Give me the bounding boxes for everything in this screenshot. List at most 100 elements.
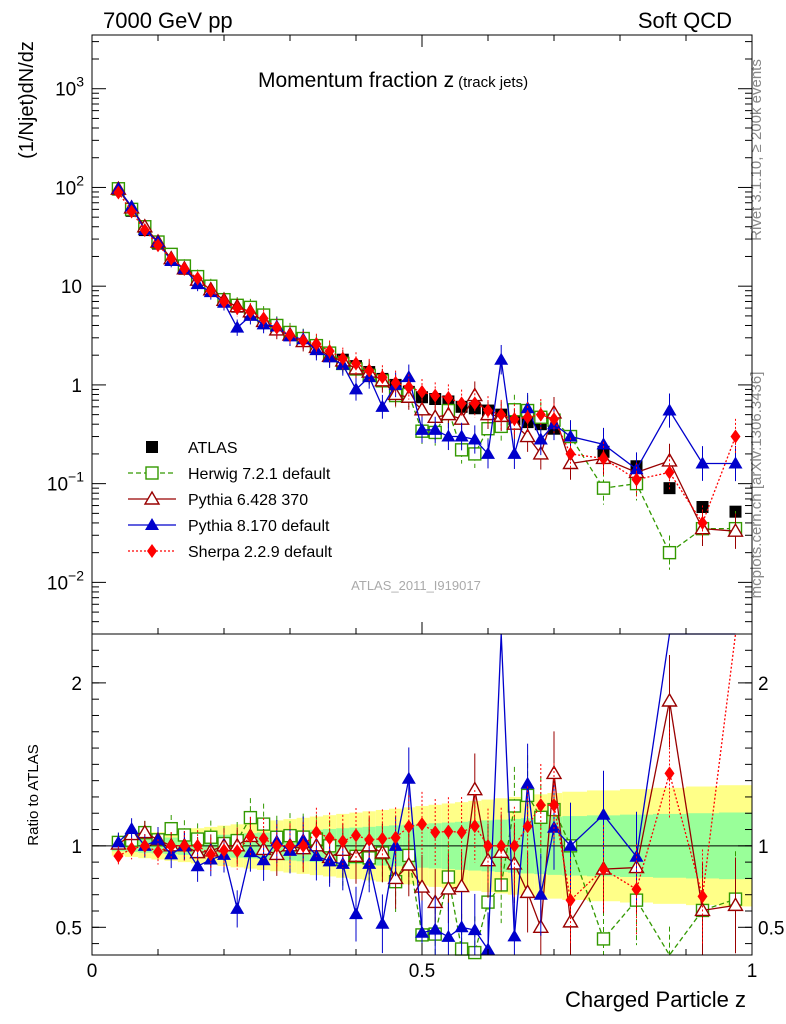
- data-point: [631, 472, 642, 487]
- data-point: [126, 204, 137, 219]
- mcplots-label: mcplots.cern.ch [arXiv:1306.3436]: [748, 372, 765, 599]
- chart-title-sub: (track jets): [458, 74, 528, 91]
- ratio-point: [401, 771, 416, 784]
- ratio-point: [417, 817, 427, 832]
- ratio-point: [522, 819, 533, 834]
- ratio-point: [113, 849, 124, 864]
- ratio-point: [322, 854, 337, 867]
- ratio-point: [192, 838, 203, 853]
- series-herwig-7-2-1-default: [111, 182, 743, 570]
- data-point: [662, 403, 677, 416]
- rivet-label: Rivet 3.1.10, ≥ 200k events: [748, 59, 765, 241]
- ratio-point: [562, 913, 579, 928]
- ratio-point: [337, 834, 348, 849]
- data-point: [311, 336, 322, 351]
- data-point: [364, 363, 375, 378]
- data-point: [565, 446, 576, 461]
- ratio-point: [403, 819, 414, 834]
- data-point: [390, 375, 401, 390]
- watermark-label: ATLAS_2011_I919017: [351, 578, 481, 593]
- y-tick-label: 10−2: [47, 567, 84, 594]
- ratio-point: [456, 825, 467, 840]
- data-point: [230, 320, 245, 333]
- ratio-point: [232, 844, 243, 859]
- ratio-point: [440, 880, 457, 895]
- x-tick-label: 1: [747, 961, 758, 982]
- ratio-point: [362, 856, 377, 869]
- ratio-point: [466, 781, 484, 796]
- ratio-point: [243, 845, 258, 858]
- data-point: [469, 396, 480, 411]
- ratio-tick-label-left: 1: [71, 837, 82, 858]
- data-point: [549, 412, 559, 427]
- ratio-point: [387, 870, 404, 885]
- data-point: [153, 238, 163, 253]
- legend-marker: [147, 544, 157, 558]
- ratio-point: [481, 895, 495, 909]
- ratio-point: [309, 849, 324, 862]
- data-point: [664, 465, 675, 480]
- main-plot-series: [110, 180, 744, 570]
- data-point: [415, 422, 429, 435]
- x-tick-label: 0.5: [409, 961, 435, 982]
- ratio-point: [124, 821, 139, 834]
- ratio-point: [631, 882, 642, 897]
- ratio-series-sherpa-2-2-9-default: [113, 633, 737, 944]
- data-point: [494, 352, 509, 365]
- ratio-point: [509, 838, 520, 853]
- data-point: [662, 545, 677, 560]
- legend-label: Pythia 6.428 370: [188, 492, 308, 509]
- legend-entry: Pythia 6.428 370: [128, 490, 308, 509]
- data-point: [728, 456, 743, 469]
- ratio-tick-label-left: 0.5: [56, 918, 82, 939]
- data-point: [533, 432, 548, 445]
- data-point: [483, 403, 493, 418]
- chart-legend: ATLAS Herwig 7.2.1 default Pythia 6.428 37…: [128, 440, 333, 561]
- data-point: [596, 481, 611, 495]
- chart-title: Momentum fraction z (track jets): [258, 69, 528, 92]
- ratio-point: [483, 838, 493, 853]
- data-point: [519, 428, 536, 443]
- y-tick-label: 10−1: [47, 469, 84, 496]
- data-point: [467, 432, 482, 445]
- y-axis-label: (1/Njet)dN/dz: [16, 41, 38, 159]
- legend-entry: ATLAS: [146, 440, 238, 457]
- data-point: [428, 422, 443, 435]
- ratio-point: [443, 824, 454, 839]
- ratio-point: [598, 862, 609, 877]
- data-point: [245, 304, 256, 319]
- ratio-point: [258, 831, 269, 846]
- data-point: [509, 412, 520, 427]
- ratio-point: [271, 838, 282, 853]
- ratio-point: [481, 942, 495, 955]
- data-point: [563, 429, 578, 442]
- data-point: [375, 399, 390, 412]
- ratio-point: [245, 829, 256, 844]
- data-point: [598, 451, 609, 466]
- x-tick-label: 0: [87, 961, 98, 982]
- ratio-point: [469, 819, 480, 834]
- ratio-point: [430, 825, 441, 840]
- ratio-axis-label: Ratio to ATLAS: [25, 744, 42, 845]
- data-point: [417, 384, 427, 399]
- legend-entry: Herwig 7.2.1 default: [128, 466, 331, 483]
- ratio-point: [596, 932, 611, 946]
- data-point: [496, 407, 507, 422]
- series-line: [117, 188, 736, 471]
- legend-marker: [145, 466, 159, 480]
- data-point: [179, 261, 190, 276]
- ratio-tick-label-right: 2: [758, 674, 769, 695]
- ratio-point: [285, 838, 295, 853]
- ratio-point: [565, 893, 576, 908]
- ratio-point: [298, 838, 309, 853]
- ratio-point: [664, 766, 675, 781]
- ratio-point: [351, 828, 361, 843]
- data-point: [522, 410, 533, 425]
- legend-label: Sherpa 2.2.9 default: [188, 544, 333, 561]
- ratio-point: [507, 929, 522, 942]
- ratio-point: [563, 838, 578, 851]
- ratio-point: [349, 907, 363, 920]
- ratio-point: [727, 896, 744, 912]
- data-point: [232, 301, 243, 316]
- ratio-point: [311, 825, 322, 840]
